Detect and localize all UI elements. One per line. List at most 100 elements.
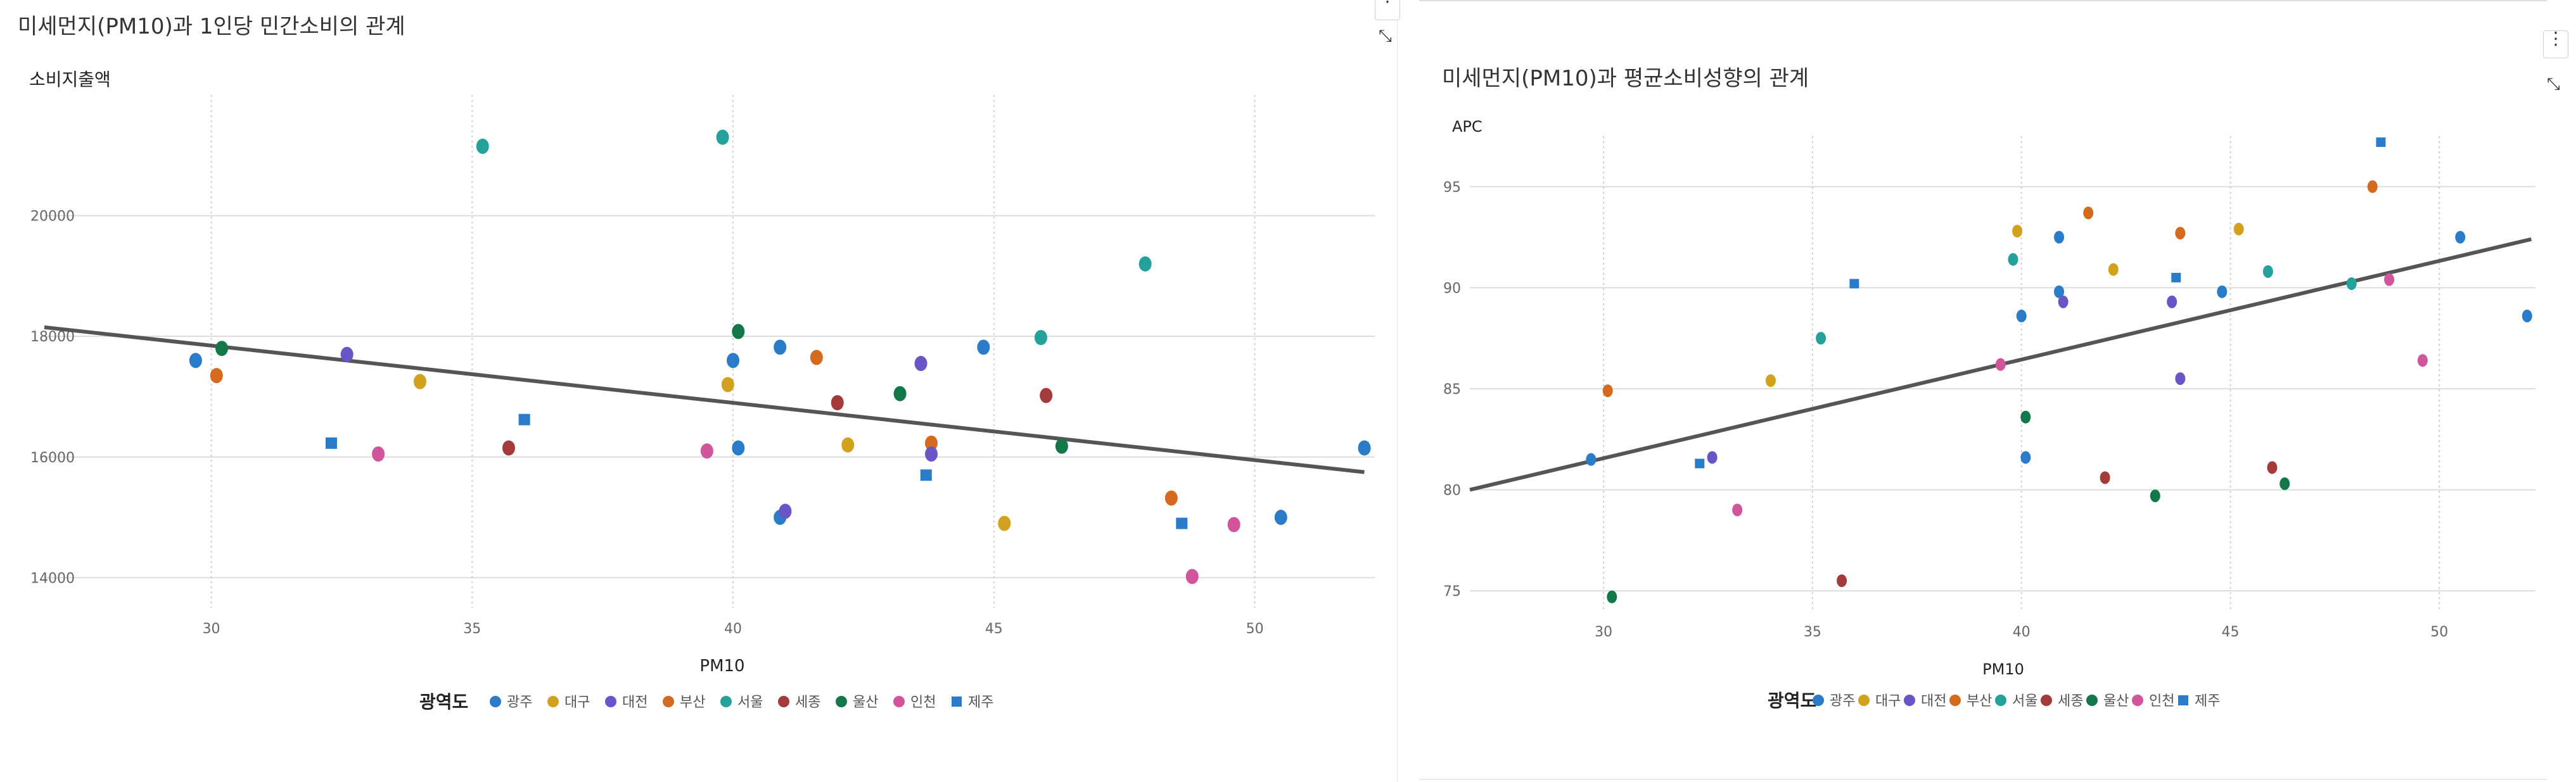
data-point-대구[interactable] xyxy=(998,515,1011,531)
data-point-광주[interactable] xyxy=(2455,230,2466,244)
data-point-인천[interactable] xyxy=(700,443,713,459)
legend-item-울산[interactable]: 울산 xyxy=(836,695,878,710)
data-point-울산[interactable] xyxy=(2150,489,2160,503)
collapse-icon[interactable]: ⤡ xyxy=(1379,27,1392,46)
data-point-대전[interactable] xyxy=(340,346,354,362)
data-point-대구[interactable] xyxy=(2108,263,2119,276)
legend-item-인천[interactable]: 인천 xyxy=(893,695,936,710)
data-point-부산[interactable] xyxy=(210,368,223,384)
data-point-부산[interactable] xyxy=(1164,490,1178,506)
legend-item-대구[interactable]: 대구 xyxy=(1858,693,1901,709)
legend-item-광주[interactable]: 광주 xyxy=(490,695,532,710)
data-point-울산[interactable] xyxy=(1055,438,1068,454)
data-point-울산[interactable] xyxy=(893,386,907,401)
data-point-제주[interactable] xyxy=(325,437,337,449)
data-point-대구[interactable] xyxy=(2233,222,2244,236)
data-point-광주[interactable] xyxy=(2054,285,2065,298)
legend-item-제주[interactable]: 제주 xyxy=(2178,693,2220,709)
data-point-광주[interactable] xyxy=(189,353,202,369)
legend-item-인천[interactable]: 인천 xyxy=(2132,693,2174,709)
data-point-서울[interactable] xyxy=(2008,253,2018,266)
data-point-제주[interactable] xyxy=(2171,272,2181,282)
data-point-제주[interactable] xyxy=(518,413,530,426)
data-point-대구[interactable] xyxy=(1765,374,1776,388)
data-point-대전[interactable] xyxy=(779,503,792,519)
data-point-부산[interactable] xyxy=(2083,206,2094,220)
data-point-서울[interactable] xyxy=(1816,332,1827,345)
data-point-세종[interactable] xyxy=(1040,388,1053,403)
data-point-광주[interactable] xyxy=(2016,310,2027,323)
data-point-대전[interactable] xyxy=(2167,295,2177,308)
data-point-서울[interactable] xyxy=(2262,265,2273,278)
legend-item-세종[interactable]: 세종 xyxy=(778,695,820,710)
data-point-대전[interactable] xyxy=(925,446,938,462)
data-point-광주[interactable] xyxy=(732,440,745,456)
legend-item-대전[interactable]: 대전 xyxy=(1904,693,1946,709)
legend-item-광주[interactable]: 광주 xyxy=(1813,693,1855,709)
data-point-제주[interactable] xyxy=(2376,137,2386,148)
data-point-서울[interactable] xyxy=(2346,277,2357,290)
data-point-인천[interactable] xyxy=(2417,354,2428,367)
data-point-대구[interactable] xyxy=(721,377,734,393)
legend-item-부산[interactable]: 부산 xyxy=(1949,693,1992,709)
data-point-대전[interactable] xyxy=(2058,295,2069,308)
data-point-광주[interactable] xyxy=(2020,451,2031,464)
data-point-울산[interactable] xyxy=(2020,410,2031,424)
data-point-부산[interactable] xyxy=(1602,384,1613,398)
data-point-서울[interactable] xyxy=(476,139,489,154)
data-point-서울[interactable] xyxy=(1138,256,1152,272)
data-point-세종[interactable] xyxy=(502,440,515,456)
data-point-광주[interactable] xyxy=(2522,310,2532,323)
legend-marker xyxy=(1813,695,1824,706)
legend-item-부산[interactable]: 부산 xyxy=(663,695,705,710)
legend-item-서울[interactable]: 서울 xyxy=(1995,693,2037,709)
data-point-제주[interactable] xyxy=(1176,517,1188,529)
data-point-광주[interactable] xyxy=(977,339,990,355)
data-point-인천[interactable] xyxy=(1227,517,1240,533)
data-point-서울[interactable] xyxy=(1034,330,1047,346)
data-point-광주[interactable] xyxy=(1586,453,1597,466)
chart-menu-button[interactable]: ⋮ xyxy=(1375,0,1400,20)
data-point-부산[interactable] xyxy=(2175,227,2186,240)
data-point-세종[interactable] xyxy=(2267,461,2278,474)
legend-item-대전[interactable]: 대전 xyxy=(605,695,647,710)
data-point-인천[interactable] xyxy=(1185,569,1199,584)
data-point-울산[interactable] xyxy=(732,324,745,339)
data-point-세종[interactable] xyxy=(831,395,844,410)
data-point-대구[interactable] xyxy=(2012,225,2023,237)
data-point-울산[interactable] xyxy=(1607,590,1617,603)
legend-item-제주[interactable]: 제주 xyxy=(952,695,993,710)
data-point-인천[interactable] xyxy=(372,446,385,462)
data-point-제주[interactable] xyxy=(1695,458,1705,469)
data-point-제주[interactable] xyxy=(920,469,932,481)
data-point-서울[interactable] xyxy=(716,129,729,145)
data-point-광주[interactable] xyxy=(1358,440,1371,456)
data-point-부산[interactable] xyxy=(925,435,938,451)
data-point-울산[interactable] xyxy=(2280,477,2290,490)
data-point-광주[interactable] xyxy=(2217,285,2228,298)
data-point-광주[interactable] xyxy=(2054,230,2065,244)
collapse-icon[interactable]: ⤡ xyxy=(2547,75,2560,94)
legend-item-서울[interactable]: 서울 xyxy=(720,695,763,710)
data-point-광주[interactable] xyxy=(1274,510,1287,526)
data-point-대전[interactable] xyxy=(1707,451,1718,464)
data-point-대전[interactable] xyxy=(2175,372,2186,385)
chart-menu-button[interactable]: ⋮ xyxy=(2543,30,2568,58)
data-point-울산[interactable] xyxy=(215,341,228,356)
data-point-대구[interactable] xyxy=(841,437,855,453)
data-point-세종[interactable] xyxy=(1837,574,1847,588)
legend-item-대구[interactable]: 대구 xyxy=(547,695,590,710)
data-point-광주[interactable] xyxy=(774,339,787,355)
data-point-인천[interactable] xyxy=(2384,273,2395,286)
data-point-대구[interactable] xyxy=(413,374,426,389)
data-point-제주[interactable] xyxy=(1849,279,1859,289)
legend-item-울산[interactable]: 울산 xyxy=(2086,693,2129,709)
data-point-광주[interactable] xyxy=(727,353,740,369)
data-point-세종[interactable] xyxy=(2100,471,2110,484)
data-point-부산[interactable] xyxy=(810,350,823,365)
data-point-인천[interactable] xyxy=(1995,358,2006,371)
legend-item-세종[interactable]: 세종 xyxy=(2041,693,2083,709)
data-point-대전[interactable] xyxy=(914,356,928,372)
data-point-인천[interactable] xyxy=(1732,503,1743,517)
data-point-부산[interactable] xyxy=(2367,180,2378,193)
